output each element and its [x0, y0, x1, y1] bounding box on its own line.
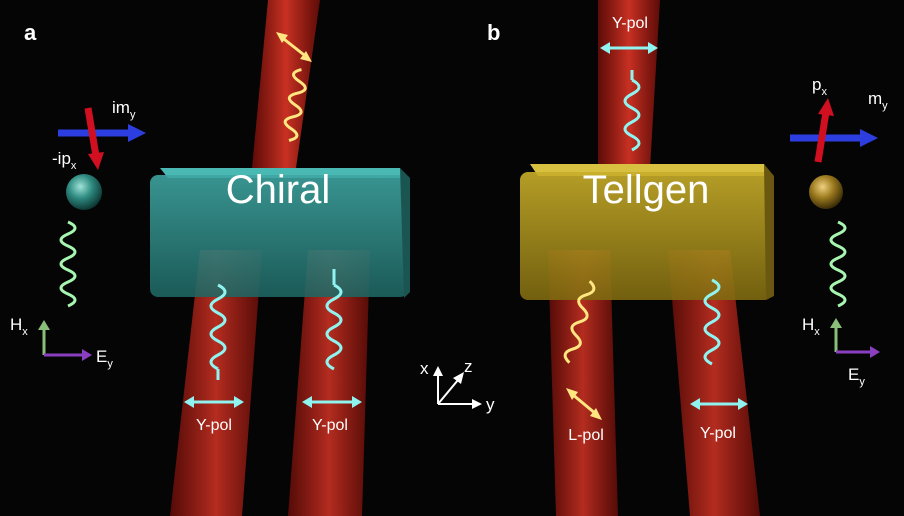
chiral-label: Chiral — [226, 168, 330, 212]
label-p-right: px — [812, 75, 827, 98]
beam-out-chiral-left — [170, 250, 262, 516]
ypol-label-tellgen-top: Y-pol — [612, 15, 648, 32]
ypol-label-chiral-left: Y-pol — [196, 417, 232, 434]
particle-sphere-left — [66, 174, 102, 210]
wave-incoming-tellgen — [623, 78, 641, 152]
chiral-block — [150, 168, 410, 298]
arrow-p-right — [814, 111, 830, 163]
arrowhead-p-right — [818, 98, 834, 116]
wave-out-chiral-left — [209, 283, 227, 371]
arrowhead-p-left — [88, 152, 104, 170]
label-p-left: -ipx — [52, 149, 77, 172]
wave-incoming-chiral — [283, 68, 307, 142]
label-h-left: Hx — [10, 315, 28, 338]
ypol-arrow-chiral-left — [184, 396, 244, 408]
ypol-arrow-tellgen-top — [600, 42, 658, 54]
ypol-label-chiral-right: Y-pol — [312, 417, 348, 434]
coordinate-axes — [433, 366, 482, 409]
beam-out-tellgen-left — [548, 250, 618, 516]
beam-out-tellgen-right — [668, 250, 760, 516]
axis-h-right-head — [830, 318, 842, 328]
arrowhead-m-left — [128, 124, 146, 142]
tellgen-label: Tellgen — [583, 168, 710, 212]
wave-out-chiral-right — [325, 283, 343, 371]
arrow-p-left — [84, 107, 100, 157]
ypol-label-tellgen-right: Y-pol — [700, 425, 736, 442]
particle-sphere-right — [809, 175, 843, 209]
tellgen-block — [520, 164, 774, 300]
label-m-left: imy — [112, 98, 136, 121]
wave-source-right — [829, 220, 847, 308]
label-m-right: my — [868, 89, 888, 112]
axis-label-x: x — [420, 359, 429, 378]
ypol-arrow-chiral-right — [302, 396, 362, 408]
pol-arrowhead-b — [300, 51, 312, 62]
axis-h-left-head — [38, 320, 50, 330]
beam-incoming-chiral — [252, 0, 320, 168]
panel-label-b: b — [487, 20, 500, 45]
lpol-label-tellgen: L-pol — [568, 427, 604, 444]
axis-label-z: z — [464, 357, 473, 376]
axis-e-right-head — [870, 346, 880, 358]
pol-arrow-incoming-chiral — [279, 34, 309, 60]
label-h-right: Hx — [802, 315, 820, 338]
beam-out-chiral-right — [288, 250, 370, 516]
arrowhead-m-right — [860, 129, 878, 147]
axis-e-left-head — [82, 349, 92, 361]
panel-label-a: a — [24, 20, 37, 45]
pol-arrowhead-a — [276, 32, 288, 43]
ypol-arrow-tellgen-right — [690, 398, 748, 410]
wave-source-left — [59, 220, 77, 308]
label-e-right: Ey — [848, 365, 865, 388]
label-e-left: Ey — [96, 347, 113, 370]
lpol-arrow-tellgen — [566, 388, 602, 420]
beam-incoming-tellgen — [598, 0, 660, 168]
axis-label-y: y — [486, 395, 495, 414]
wave-out-tellgen-left — [563, 280, 596, 364]
wave-out-tellgen-right — [703, 278, 721, 366]
